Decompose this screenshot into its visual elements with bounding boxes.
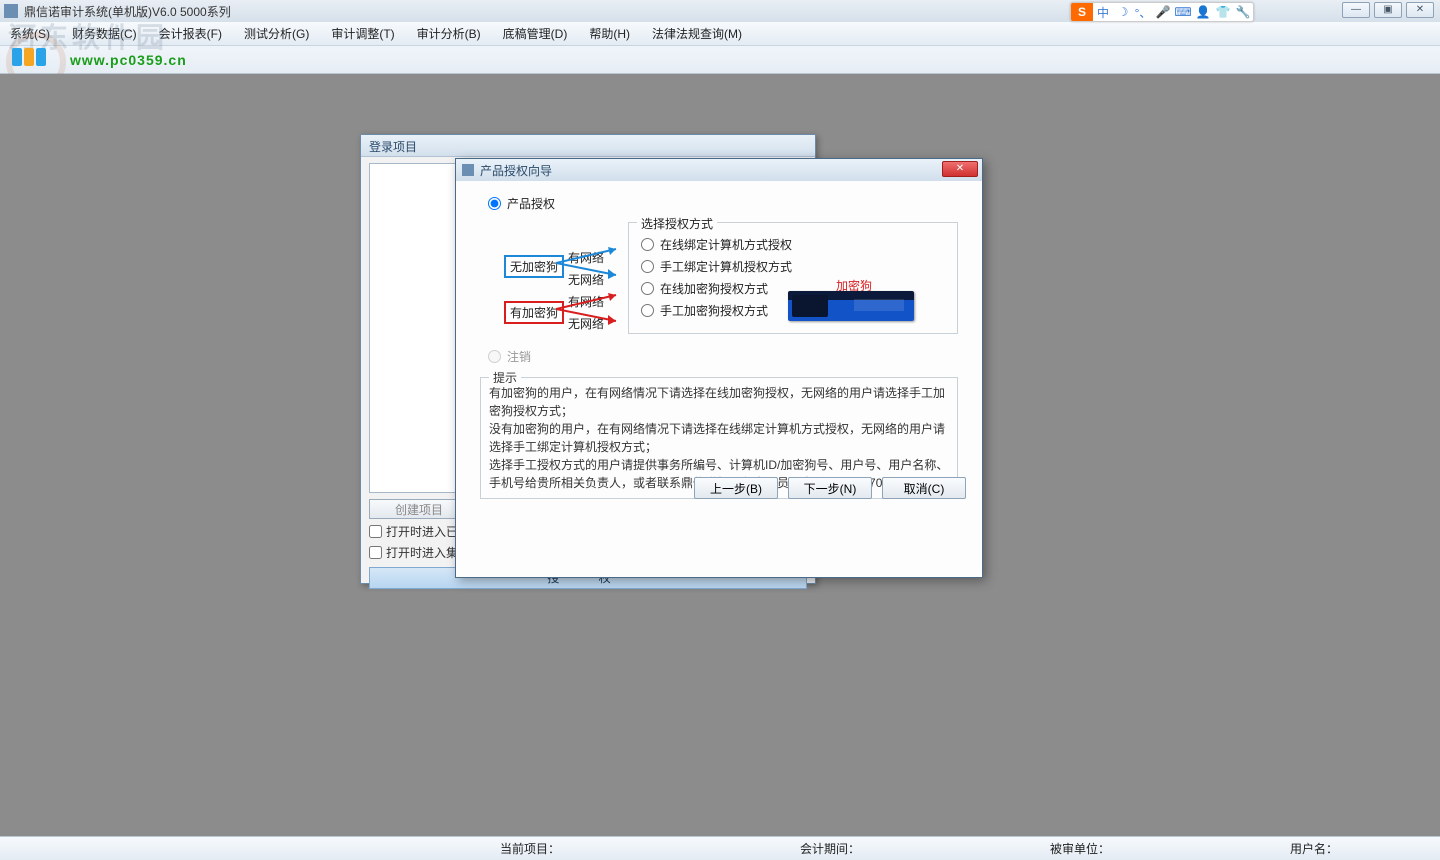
- auth-method-fieldset: 选择授权方式 在线绑定计算机方式授权 手工绑定计算机授权方式 在线加密狗授权方式…: [628, 222, 958, 334]
- opt-online-bind[interactable]: 在线绑定计算机方式授权: [641, 233, 945, 255]
- tag-no-dongle: 无加密狗: [504, 255, 564, 278]
- statusbar: 当前项目： 会计期间： 被审单位： 用户名：: [0, 836, 1440, 860]
- ime-lang-button[interactable]: 中: [1093, 3, 1113, 21]
- workspace: 登录项目 创建项目 打开时进入已 打开时进入集 授 权 产品授权向导 ✕ 产品授…: [0, 74, 1440, 836]
- menu-reports[interactable]: 会计报表(F): [155, 23, 226, 44]
- wizard-titlebar: 产品授权向导 ✕: [456, 159, 982, 181]
- logo-strip: 河东软件园 www.pc0359.cn: [0, 46, 1440, 74]
- ime-skin-icon[interactable]: 👕: [1213, 3, 1233, 21]
- status-user: 用户名：: [1290, 840, 1338, 857]
- open-option-1-checkbox[interactable]: [369, 525, 382, 538]
- menu-system[interactable]: 系统(S): [6, 23, 54, 44]
- menu-finance-data[interactable]: 财务数据(C): [68, 23, 141, 44]
- logout-radio[interactable]: 注销: [488, 348, 958, 365]
- menu-audit-analysis[interactable]: 审计分析(B): [413, 23, 485, 44]
- ime-punct-button[interactable]: °、: [1133, 3, 1153, 21]
- wizard-close-button[interactable]: ✕: [942, 161, 978, 177]
- wizard-title: 产品授权向导: [480, 162, 552, 179]
- opt-online-dongle[interactable]: 在线加密狗授权方式: [641, 277, 945, 299]
- menu-help[interactable]: 帮助(H): [585, 23, 634, 44]
- wizard-icon: [462, 164, 474, 176]
- window-minimize-button[interactable]: —: [1342, 2, 1370, 18]
- wizard-prev-button[interactable]: 上一步(B): [694, 477, 778, 499]
- create-project-button[interactable]: 创建项目: [369, 499, 469, 519]
- site-url: www.pc0359.cn: [70, 52, 187, 68]
- hint-line-1: 有加密狗的用户，在有网络情况下请选择在线加密狗授权，无网络的用户请选择手工加密狗…: [489, 384, 949, 420]
- menubar: 系统(S) 财务数据(C) 会计报表(F) 测试分析(G) 审计调整(T) 审计…: [0, 22, 1440, 46]
- ime-toolbar[interactable]: S 中 ☽ °、 🎤 ⌨ 👤 👕 🔧: [1070, 2, 1254, 22]
- ime-keyboard-icon[interactable]: ⌨: [1173, 3, 1193, 21]
- label-nonet-2: 无网络: [568, 313, 604, 335]
- wizard-dialog: 产品授权向导 ✕ 产品授权 有网络 无网络 有网络 无网络 无加密狗 有加密狗: [455, 158, 983, 578]
- logout-radio-input: [488, 350, 501, 363]
- open-option-2-checkbox[interactable]: [369, 546, 382, 559]
- ime-mic-icon[interactable]: 🎤: [1153, 3, 1173, 21]
- wizard-cancel-button[interactable]: 取消(C): [882, 477, 966, 499]
- wizard-next-button[interactable]: 下一步(N): [788, 477, 872, 499]
- network-labels: 有网络 无网络 有网络 无网络: [568, 247, 604, 335]
- site-logo-icon: [12, 48, 52, 70]
- label-net-2: 有网络: [568, 291, 604, 313]
- menu-law-query[interactable]: 法律法规查询(M): [648, 23, 746, 44]
- opt-manual-dongle[interactable]: 手工加密狗授权方式: [641, 299, 945, 321]
- status-audited: 被审单位：: [1050, 840, 1110, 857]
- window-close-button[interactable]: ✕: [1406, 2, 1434, 18]
- window-maximize-button[interactable]: ▣: [1374, 2, 1402, 18]
- product-auth-radio[interactable]: 产品授权: [488, 195, 958, 212]
- ime-logo-icon: S: [1071, 3, 1093, 21]
- menu-audit-adjust[interactable]: 审计调整(T): [327, 23, 398, 44]
- menu-workpaper[interactable]: 底稿管理(D): [499, 23, 572, 44]
- hint-legend: 提示: [489, 369, 521, 387]
- product-auth-radio-input[interactable]: [488, 197, 501, 210]
- ime-moon-icon[interactable]: ☽: [1113, 3, 1133, 21]
- fieldset-legend: 选择授权方式: [637, 215, 717, 232]
- tag-has-dongle: 有加密狗: [504, 301, 564, 324]
- status-project: 当前项目：: [500, 840, 560, 857]
- status-period: 会计期间：: [800, 840, 860, 857]
- label-nonet-1: 无网络: [568, 269, 604, 291]
- login-dialog-title: 登录项目: [361, 135, 815, 157]
- hint-line-2: 没有加密狗的用户，在有网络情况下请选择在线绑定计算机方式授权，无网络的用户请选择…: [489, 420, 949, 456]
- window-title: 鼎信诺审计系统(单机版)V6.0 5000系列: [24, 3, 231, 20]
- opt-manual-bind[interactable]: 手工绑定计算机授权方式: [641, 255, 945, 277]
- ime-person-icon[interactable]: 👤: [1193, 3, 1213, 21]
- ime-settings-icon[interactable]: 🔧: [1233, 3, 1253, 21]
- menu-test-analysis[interactable]: 测试分析(G): [240, 23, 313, 44]
- label-net-1: 有网络: [568, 247, 604, 269]
- app-icon: [4, 4, 18, 18]
